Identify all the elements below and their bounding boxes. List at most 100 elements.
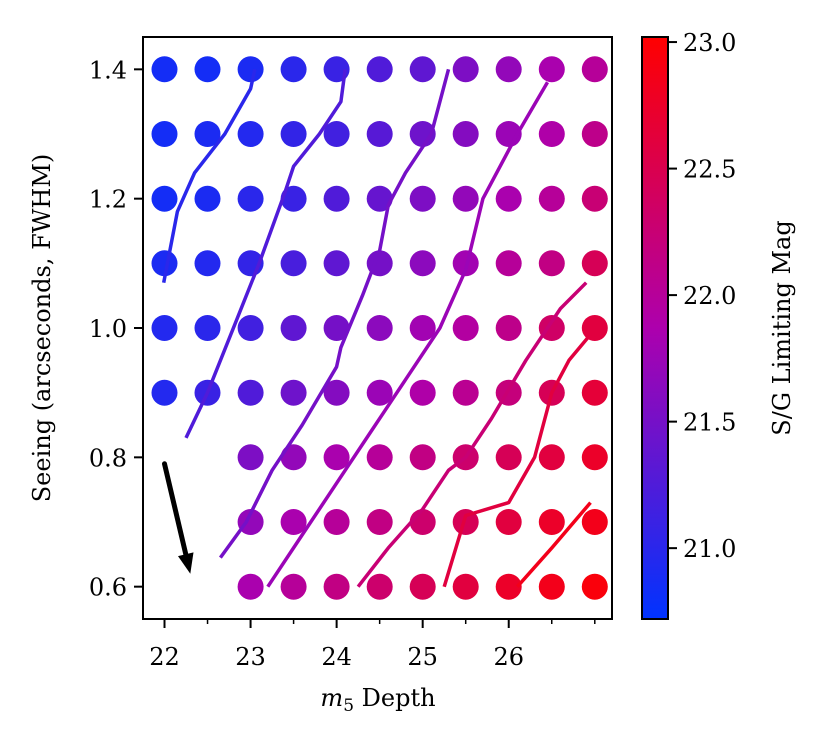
data-point: [366, 56, 393, 83]
x-tick-label: 26: [493, 643, 524, 671]
data-point: [409, 379, 436, 406]
y-tick-label: 1.2: [89, 186, 127, 214]
data-point: [495, 56, 522, 83]
data-point: [151, 250, 178, 277]
data-point: [194, 185, 221, 212]
data-point: [409, 315, 436, 341]
data-point: [237, 121, 264, 147]
data-point: [280, 56, 307, 83]
y-axis-ticks: 0.6 0.8 1.0 1.2 1.4: [89, 56, 143, 602]
contour-line: [442, 333, 592, 588]
data-point: [452, 121, 479, 147]
data-point: [452, 509, 479, 535]
data-point: [280, 509, 307, 535]
data-point: [581, 185, 608, 212]
data-point: [538, 573, 565, 600]
data-point: [581, 56, 608, 83]
data-point: [495, 573, 522, 600]
data-point: [323, 509, 350, 535]
data-point: [151, 121, 178, 147]
data-point: [366, 185, 393, 212]
data-point: [366, 315, 393, 341]
data-point: [280, 250, 307, 277]
data-point: [237, 185, 264, 212]
y-tick-label: 1.0: [89, 315, 127, 343]
data-point: [409, 56, 436, 83]
data-point: [280, 444, 307, 471]
colorbar-ticks: 21.0 21.5 22.0 22.5 23.0: [668, 29, 736, 563]
data-point: [323, 121, 350, 147]
data-point: [366, 121, 393, 147]
data-point: [323, 315, 350, 341]
data-point: [323, 185, 350, 212]
data-point: [581, 509, 608, 535]
data-point: [409, 444, 436, 471]
data-point: [280, 379, 307, 406]
data-point: [366, 379, 393, 406]
data-point: [581, 379, 608, 406]
data-point: [194, 250, 221, 277]
contour-line: [515, 501, 592, 588]
data-point: [495, 315, 522, 341]
data-point: [452, 573, 479, 600]
data-point: [581, 315, 608, 341]
data-point: [409, 121, 436, 147]
colorbar: [642, 37, 668, 619]
data-point: [495, 444, 522, 471]
contour-line: [161, 68, 257, 284]
data-point: [323, 573, 350, 600]
x-tick-label: 25: [407, 643, 438, 671]
data-point: [495, 250, 522, 277]
data-point: [409, 185, 436, 212]
contour-line: [218, 68, 451, 559]
data-point: [538, 185, 565, 212]
data-point: [538, 121, 565, 147]
data-point: [452, 185, 479, 212]
data-point: [194, 56, 221, 83]
data-point: [538, 509, 565, 535]
data-point: [237, 444, 264, 471]
data-point: [495, 509, 522, 535]
data-point: [237, 509, 264, 535]
x-tick-label: 23: [235, 643, 266, 671]
data-point: [366, 573, 393, 600]
data-point: [151, 56, 178, 83]
data-point: [366, 509, 393, 535]
colorbar-tick-label: 22.0: [683, 282, 736, 310]
data-point: [581, 573, 608, 600]
y-tick-label: 1.4: [89, 56, 127, 84]
data-point: [323, 379, 350, 406]
data-point: [409, 250, 436, 277]
data-point: [581, 121, 608, 147]
x-axis-label-subscript: 5: [343, 696, 354, 716]
colorbar-tick-label: 21.5: [683, 409, 736, 437]
x-axis-label-main: m: [320, 684, 343, 712]
data-point: [323, 250, 350, 277]
data-point: [194, 315, 221, 341]
data-point: [151, 315, 178, 341]
data-point: [581, 250, 608, 277]
arrow-shaft: [162, 461, 189, 557]
arrow-head: [178, 552, 194, 574]
contour-lines: [161, 68, 592, 588]
data-point: [366, 444, 393, 471]
data-point: [280, 573, 307, 600]
data-point: [538, 315, 565, 341]
y-axis-label: Seeing (arcseconds, FWHM): [28, 154, 56, 503]
data-point: [538, 250, 565, 277]
colorbar-tick-label: 22.5: [683, 156, 736, 184]
colorbar-tick-label: 21.0: [683, 535, 736, 563]
data-point: [323, 444, 350, 471]
data-point: [237, 573, 264, 600]
data-point: [237, 315, 264, 341]
x-axis-ticks: 22 23 24 25 26: [149, 619, 596, 671]
x-tick-label: 24: [321, 643, 352, 671]
data-point: [538, 444, 565, 471]
data-point: [280, 315, 307, 341]
y-tick-label: 0.6: [89, 574, 127, 602]
contour-line: [184, 69, 347, 439]
x-axis-label: m5 Depth: [320, 684, 435, 716]
data-point: [237, 379, 264, 406]
data-point: [194, 121, 221, 147]
